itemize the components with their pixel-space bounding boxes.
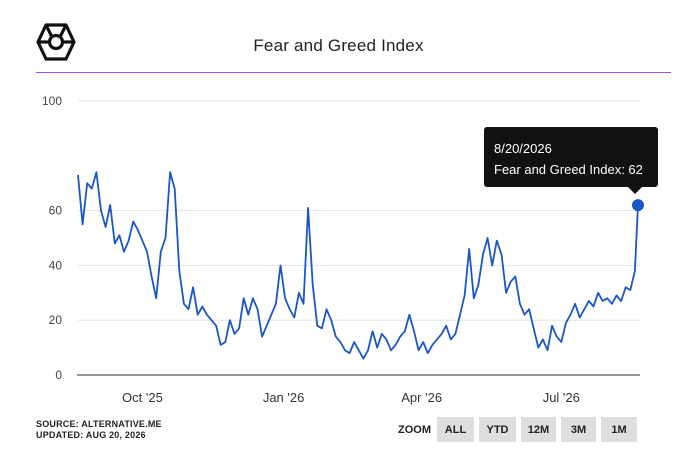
logo bbox=[36, 23, 76, 61]
grid bbox=[78, 100, 640, 321]
tooltip-arrow bbox=[627, 186, 643, 194]
x-tick-label: Apr '26 bbox=[401, 390, 442, 405]
y-tick-label: 40 bbox=[49, 258, 63, 272]
tooltip-date: 8/20/2026 bbox=[494, 141, 552, 156]
source-text: SOURCE: ALTERNATIVE.ME bbox=[36, 419, 162, 429]
x-tick-label: Oct '25 bbox=[122, 390, 163, 405]
updated-text: UPDATED: AUG 20, 2026 bbox=[36, 430, 146, 440]
x-tick-label: Jan '26 bbox=[263, 390, 305, 405]
zoom-all-button[interactable]: ALL bbox=[437, 417, 474, 442]
y-tick-label: 60 bbox=[49, 204, 63, 218]
chart-title: Fear and Greed Index bbox=[253, 36, 424, 55]
zoom-ytd-button[interactable]: YTD bbox=[479, 417, 516, 442]
zoom-3m-button[interactable]: 3M bbox=[561, 417, 596, 442]
title-divider bbox=[36, 72, 671, 73]
x-tick-label: Jul '26 bbox=[543, 390, 580, 405]
cube-logo-icon bbox=[36, 23, 76, 61]
y-tick-label: 0 bbox=[55, 368, 62, 382]
source-note: SOURCE: ALTERNATIVE.ME UPDATED: AUG 20, … bbox=[36, 419, 162, 441]
series-line-fear-greed[interactable] bbox=[77, 171, 639, 360]
zoom-1m-button[interactable]: 1M bbox=[601, 417, 637, 442]
tooltip-value: Fear and Greed Index: 62 bbox=[494, 162, 643, 177]
zoom-12m-button[interactable]: 12M bbox=[521, 417, 556, 442]
zoom-label: ZOOM bbox=[398, 424, 431, 436]
y-tick-label: 100 bbox=[42, 94, 62, 108]
latest-data-point[interactable] bbox=[632, 199, 644, 212]
y-tick-label: 20 bbox=[49, 313, 63, 327]
x-axis-ticks: Oct '25 Jan '26 Apr '26 Jul '26 bbox=[122, 390, 580, 405]
y-axis-ticks: 0 20 40 60 100 bbox=[42, 94, 62, 382]
tooltip: 8/20/2026 Fear and Greed Index: 62 bbox=[484, 127, 658, 187]
